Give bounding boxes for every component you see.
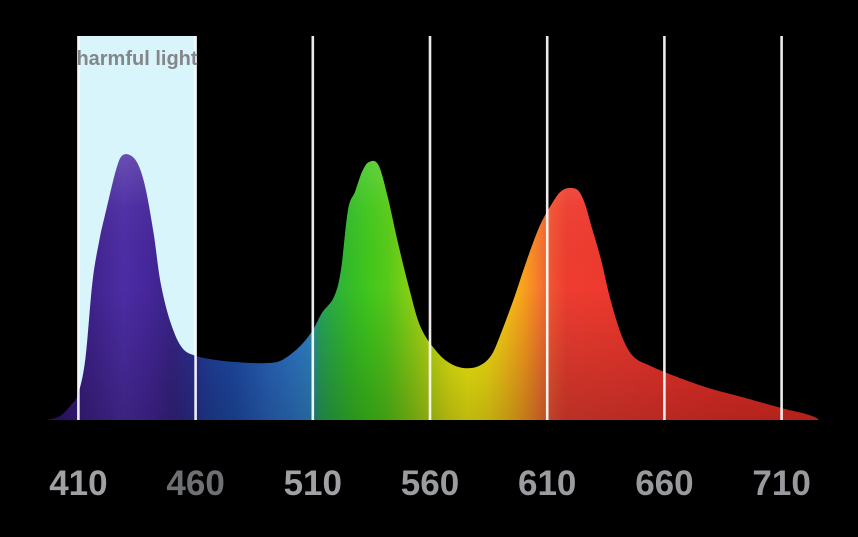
x-tick-label: 660: [635, 464, 694, 503]
x-axis-tick-labels: 410 460 510 560 610 660 710: [0, 464, 858, 510]
x-tick-label: 410: [49, 464, 108, 503]
spectrum-curve-sheen: [45, 154, 820, 420]
x-tick-label: 610: [517, 464, 577, 503]
x-tick-label: 510: [283, 464, 342, 503]
x-tick-label: 560: [400, 464, 460, 503]
x-tick-label: 460: [166, 464, 225, 503]
harmful-light-label: harmful light: [76, 48, 198, 70]
x-tick-label: 710: [752, 464, 811, 503]
